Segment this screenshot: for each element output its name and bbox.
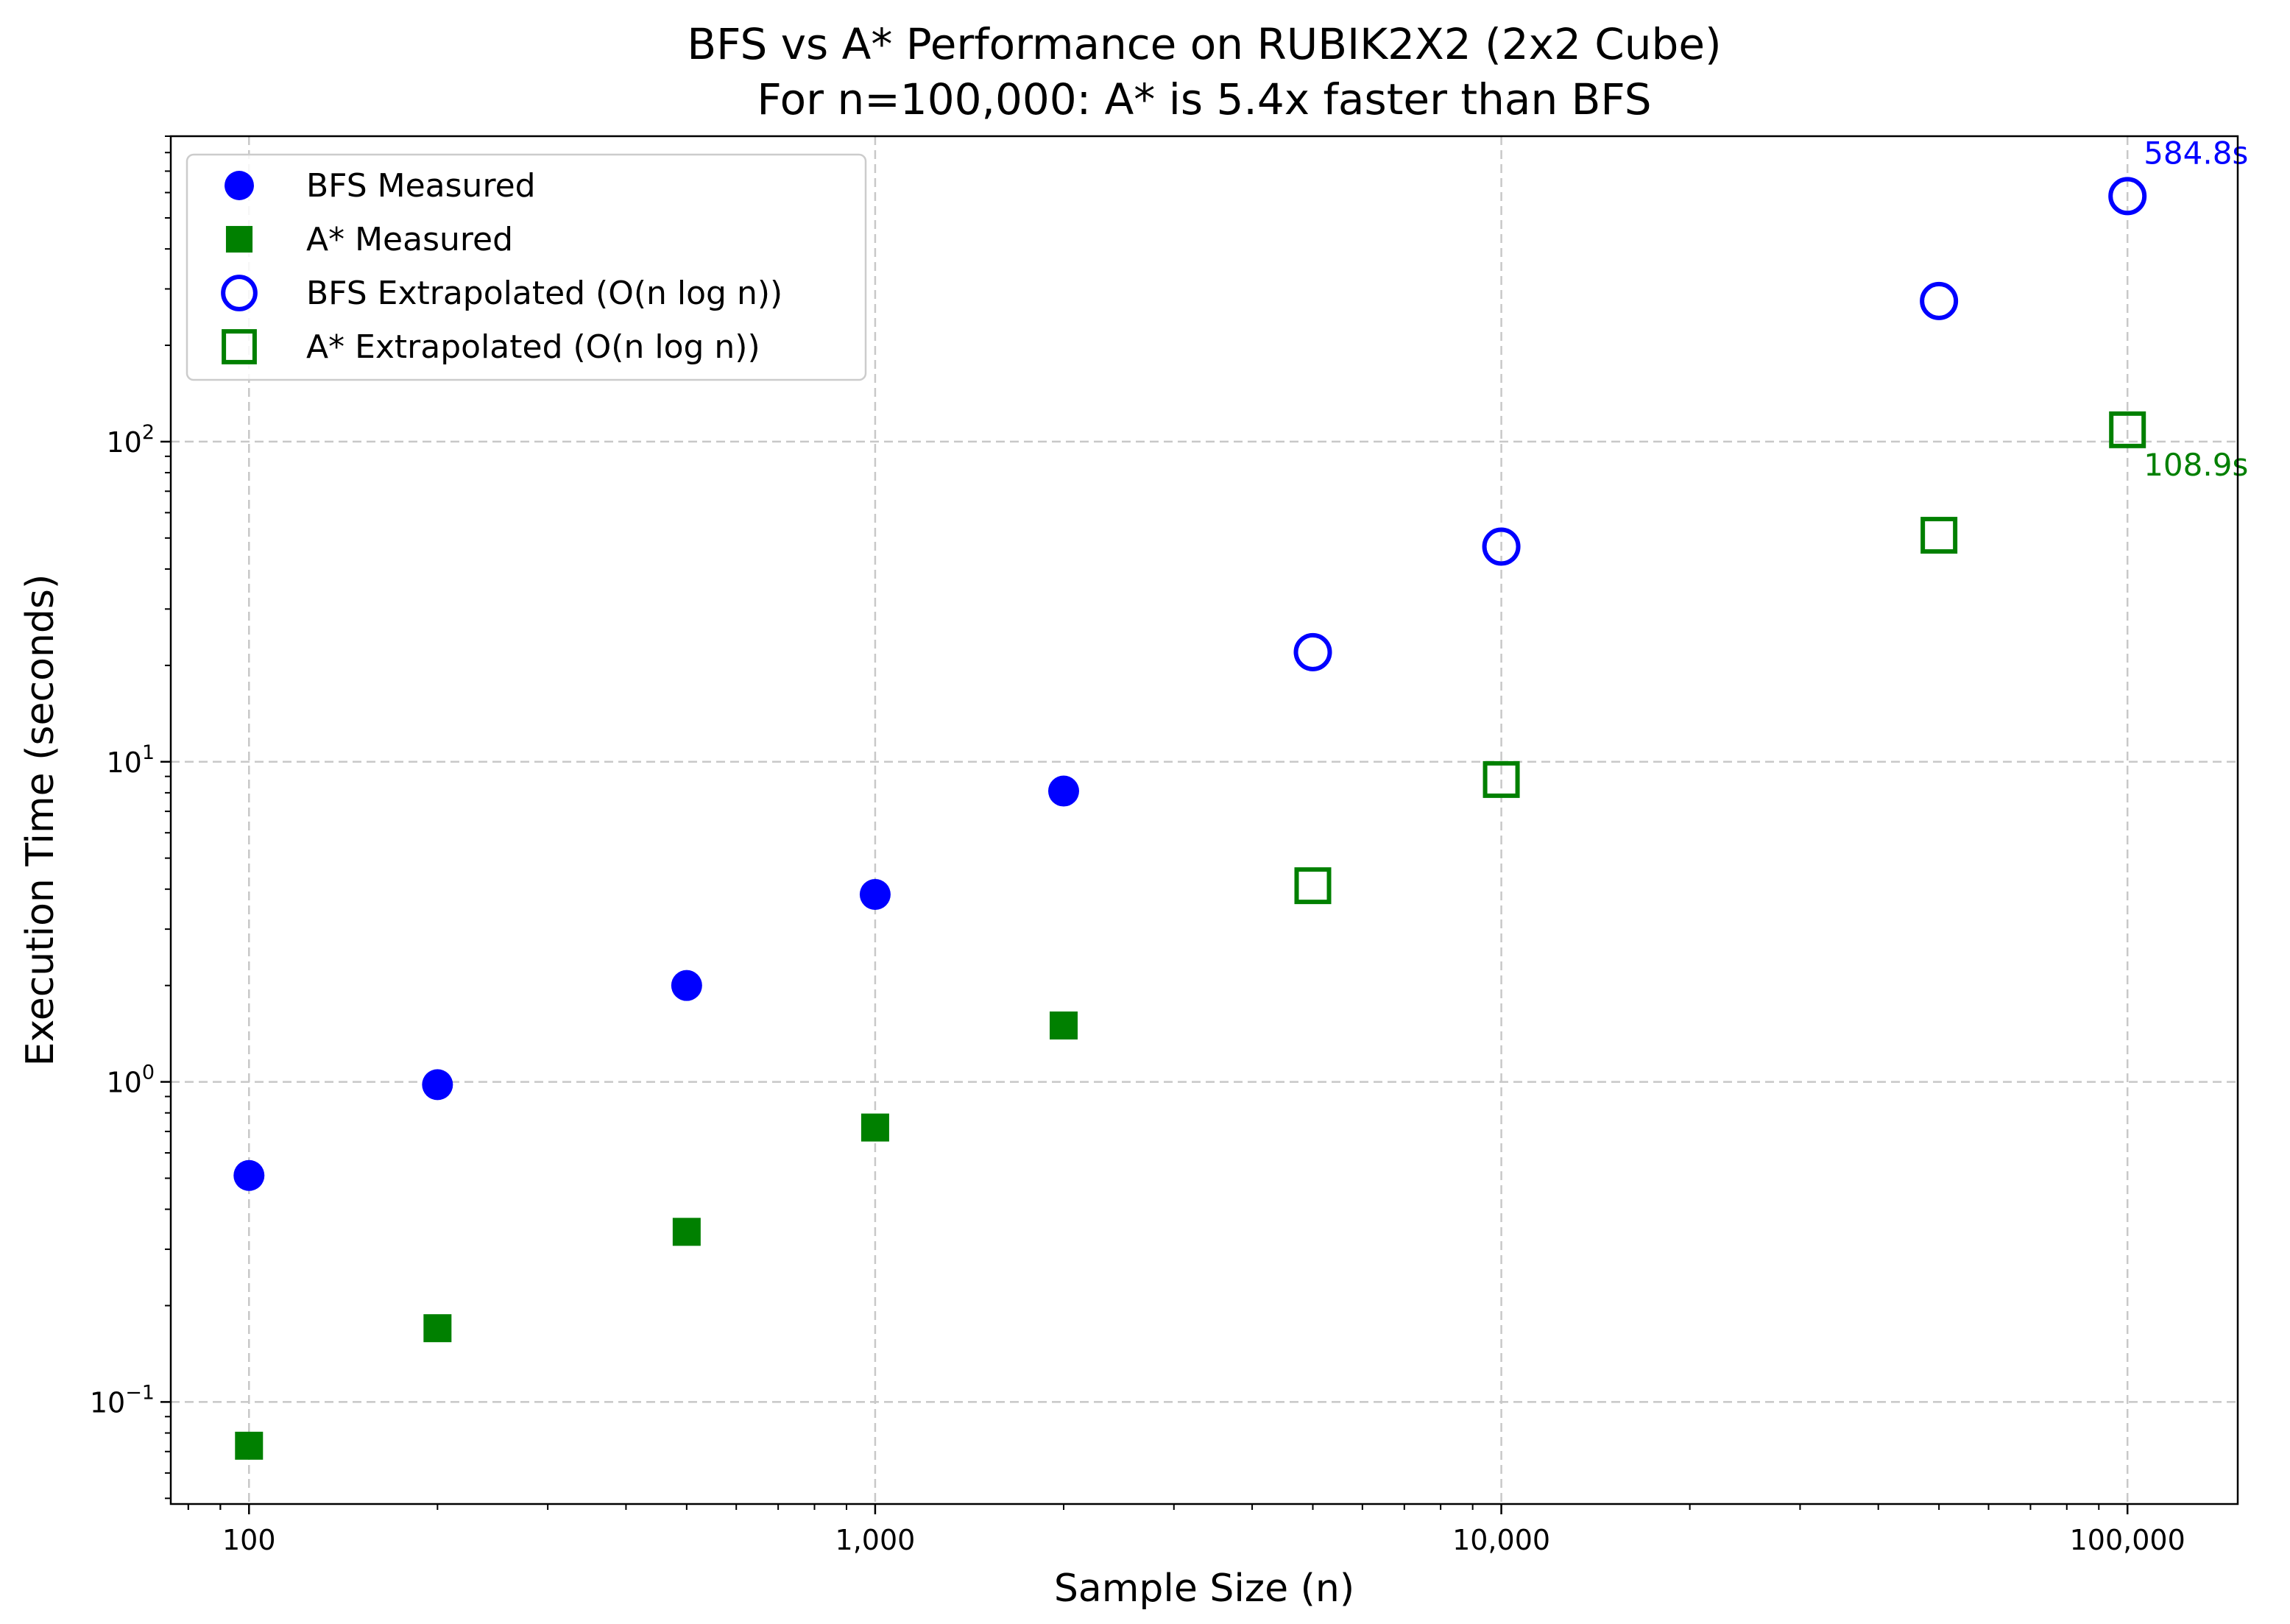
x-tick-label: 100,000 [2070,1524,2185,1556]
y-tick-label: 101 [106,741,155,779]
bfs-measured-point [422,1069,453,1101]
y-tick-label: 100 [106,1062,155,1099]
y-tick-exponent: −1 [125,1381,155,1404]
astar-extrapolated-point [2109,411,2146,448]
x-axis-label: Sample Size (n) [1054,1567,1354,1611]
astar-extrapolated-point [1294,867,1332,905]
y-tick-base: 10 [106,1067,141,1099]
y-axis-label: Execution Time (seconds) [18,574,63,1067]
bfs-measured-point [859,879,891,911]
bfs-extrapolated-point [1920,281,1959,320]
bfs-extrapolated-point [2108,177,2147,216]
bfs-extrapolated-point [1293,632,1332,671]
legend-box [185,153,867,381]
x-axis-ticks: 100 1,000 10,000 100,000 [187,1504,2185,1556]
astar-extrapolated-point [1920,517,1958,554]
legend-marker [222,329,257,364]
legend-label: BFS Extrapolated (O(n log n)) [306,275,782,312]
legend-marker [225,171,254,200]
y-tick-exponent: 1 [142,741,155,764]
y-tick-exponent: 2 [142,421,155,444]
astar-measured-point [860,1113,889,1142]
legend-label: A* Measured [306,221,513,258]
legend-bfs-measured: BFS Measured [225,167,536,205]
annotations: 584.8s 108.9s [2144,135,2248,482]
chart-title: BFS vs A* Performance on RUBIK2X2 (2x2 C… [687,19,1721,69]
astar-measured-point [235,1431,264,1460]
legend-label: BFS Measured [306,167,536,205]
plot-area-frame [169,135,2239,1505]
y-tick-base: 10 [106,746,141,779]
legend-label: A* Extrapolated (O(n log n)) [306,328,760,366]
annotation-label: 108.9s [2144,447,2248,483]
y-tick-label: 102 [106,421,155,459]
astar-measured-point [672,1218,701,1246]
legend-marker [225,225,253,253]
legend-astar-extrapolated: A* Extrapolated (O(n log n)) [222,328,760,366]
legend: BFS Measured A* Measured BFS Extrapolated … [185,153,867,381]
legend-astar-measured: A* Measured [225,221,513,258]
bfs-measured-point [671,970,702,1001]
astar-extrapolated-point [1483,760,1520,798]
y-tick-exponent: 0 [142,1062,155,1084]
astar-measured-point [1049,1012,1078,1040]
chart-subtitle: For n=100,000: A* is 5.4x faster than BF… [757,74,1651,124]
astar-measured-point [423,1314,452,1343]
legend-bfs-extrapolated: BFS Extrapolated (O(n log n)) [221,275,782,312]
bfs-measured-point [233,1159,265,1191]
annotation-label: 584.8s [2144,135,2248,171]
y-tick-base: 10 [90,1386,125,1419]
y-tick-base: 10 [106,426,141,459]
data-points [233,177,2147,1460]
x-tick-label: 10,000 [1452,1524,1550,1556]
y-tick-label: 10−1 [90,1381,155,1419]
x-tick-label: 100 [222,1524,276,1556]
legend-marker [221,275,258,311]
bfs-extrapolated-point [1482,527,1521,566]
x-tick-label: 1,000 [835,1524,916,1556]
bfs-measured-point [1047,775,1079,807]
